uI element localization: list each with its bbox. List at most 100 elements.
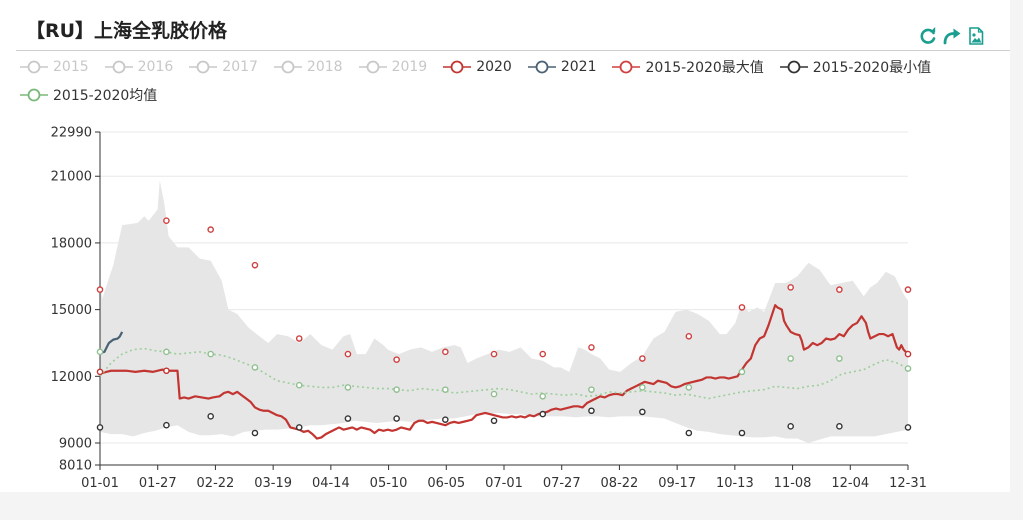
x-tick-label: 12-31 [889,476,927,491]
x-tick-label: 01-01 [81,476,119,491]
save-image-icon[interactable] [966,26,986,46]
legend-symbol-icon [779,60,808,74]
legend-item-4[interactable]: 2019 [358,56,427,78]
legend-label: 2015 [53,59,89,75]
series-line-1 [99,331,124,355]
legend-symbol-icon [358,60,387,74]
max-marker [295,335,303,342]
legend-item-8[interactable]: 2015-2020最小值 [779,56,932,78]
chart-title: 【RU】上海全乳胶价格 [26,20,228,42]
legend-item-3[interactable]: 2018 [273,56,343,78]
legend-item-2[interactable]: 2017 [189,56,258,78]
y-tick-label: 9000 [59,436,92,451]
min-marker [251,429,259,437]
mean-marker [738,368,746,376]
share-icon[interactable] [942,26,962,46]
max-marker [588,344,595,351]
mean-marker [251,364,259,371]
max-marker [787,284,794,291]
mean-marker [685,384,693,391]
legend-item-6[interactable]: 2021 [527,56,597,78]
x-tick-label: 05-10 [370,476,408,491]
max-marker [490,350,498,358]
min-marker [442,416,449,423]
mean-marker [904,365,912,372]
max-marker [539,350,547,358]
legend-symbol-icon [612,60,641,74]
y-tick-label: 12000 [51,370,92,385]
legend-symbol-icon [527,60,556,74]
min-marker [685,429,693,437]
mean-marker [442,386,449,393]
series-line-2 [99,347,909,400]
max-marker [904,286,912,293]
mean-marker [639,384,646,391]
max-marker [207,226,214,233]
mean-marker [787,355,794,362]
line-chart: 8010 9000 12000 15000 18000 21000 22990 01-01 01… [51,126,927,492]
mean-marker [163,348,170,356]
y-tick-label: 8010 [59,459,92,474]
y-tick-label: 15000 [51,303,92,318]
max-marker [639,355,646,362]
legend-item-0[interactable]: 2015 [20,56,89,78]
x-tick-label: 11-08 [774,476,812,491]
x-tick-label: 10-13 [716,476,754,491]
x-tick-label: 02-22 [197,476,235,491]
mean-marker [344,384,352,391]
title-divider [16,50,1010,51]
mean-marker [539,393,547,400]
legend-label: 2015-2020均值 [53,88,158,104]
refresh-icon[interactable] [918,26,938,46]
min-marker [738,429,746,437]
mean-marker [490,390,498,398]
mean-marker [207,350,214,358]
legend-label: 2016 [137,59,174,75]
min-marker [163,421,170,429]
max-marker [163,217,170,224]
legend-item-1[interactable]: 2016 [104,56,174,78]
legend-symbol-icon [443,60,472,74]
min-marker [207,413,214,420]
legend-label: 2021 [560,59,597,75]
x-tick-label: 03-19 [254,476,292,491]
y-tick-label: 18000 [51,236,92,251]
x-tick-label: 06-05 [427,476,465,491]
series-2020-marker [904,350,912,358]
legend-symbol-icon [273,60,302,74]
max-marker [685,332,693,340]
min-marker [588,407,595,415]
max-marker [251,261,259,269]
series-2020-marker [163,367,170,375]
x-tick-label: 04-14 [312,476,350,491]
legend-item-7[interactable]: 2015-2020最大值 [612,56,764,78]
min-marker [96,424,104,431]
x-tick-label: 07-27 [543,476,581,491]
min-marker [836,423,843,430]
x-tick-label: 01-27 [139,476,177,491]
min-marker [344,415,352,422]
legend-item-9[interactable]: 2015-2020均值 [20,84,157,106]
min-marker [787,423,794,430]
legend-label: 2015-2020最小值 [812,60,932,76]
min-marker [539,410,547,418]
max-marker [344,350,352,358]
series-line-0 [99,304,909,440]
legend-symbol-icon [20,60,48,74]
mean-marker [393,386,400,393]
y-tick-label: 21000 [51,170,92,185]
legend-label: 2017 [222,59,258,75]
min-marker [904,424,912,431]
min-max-band [100,180,908,443]
x-tick-label: 12-04 [831,476,869,491]
series-2020-marker [96,368,104,376]
mean-marker [295,381,303,389]
x-tick-label: 08-22 [601,476,639,491]
min-marker [295,424,303,431]
min-marker [393,415,400,422]
legend-symbol-icon [104,60,133,74]
max-marker [836,286,843,293]
legend-item-5[interactable]: 2020 [443,56,512,78]
legend-label: 2020 [476,59,512,75]
legend-symbol-icon [189,60,218,74]
